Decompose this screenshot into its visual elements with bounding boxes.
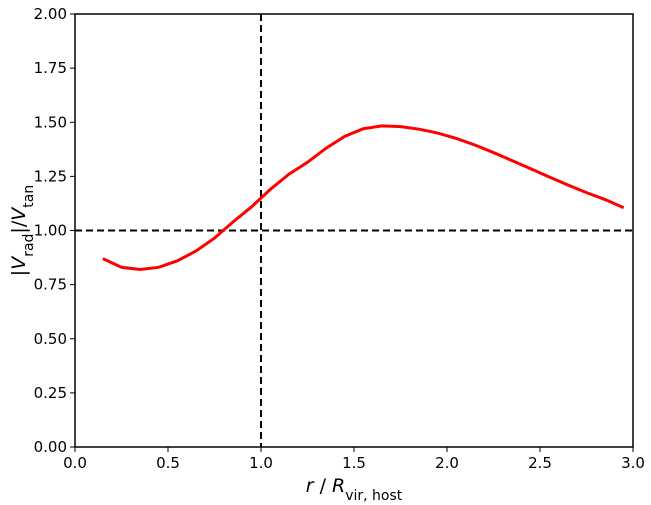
y-axis-label-part: V [8,255,30,270]
y-tick-label: 1.75 [34,59,67,77]
x-axis-label-part: R [332,475,345,497]
y-tick-label: 0.25 [34,384,67,402]
x-axis-label: r / Rvir, host [306,475,403,504]
x-tick-label: 2.5 [528,454,552,472]
y-tick-label: 2.00 [34,5,67,23]
data-line [102,124,625,271]
x-axis-label-part: r [306,475,315,497]
x-axis-label-part: / [314,475,332,497]
plot-frame [74,13,634,448]
x-tick-label: 0.5 [156,454,180,472]
y-axis-label-part: | [8,270,30,276]
y-axis-label-part: rad [21,234,37,257]
y-axis-label: |Vrad|/Vtan [8,185,37,276]
x-axis-label-part: vir, host [345,488,403,504]
y-tick-label: 1.00 [34,222,67,240]
y-tick-label: 1.50 [34,113,67,131]
x-tick-label: 2.0 [435,454,459,472]
x-tick-label: 1.5 [342,454,366,472]
x-tick-label: 3.0 [621,454,645,472]
y-tick-label: 0.75 [34,276,67,294]
x-tick-label: 1.0 [249,454,273,472]
y-axis-label-part: V [8,206,30,221]
y-tick-label: 0.50 [34,330,67,348]
x-tick-label: 0.0 [63,454,87,472]
y-tick-label: 1.25 [34,167,67,185]
y-axis-label-part: tan [21,185,37,208]
y-tick-label: 0.00 [34,438,67,456]
y-axis-label-part: |/ [8,220,30,233]
